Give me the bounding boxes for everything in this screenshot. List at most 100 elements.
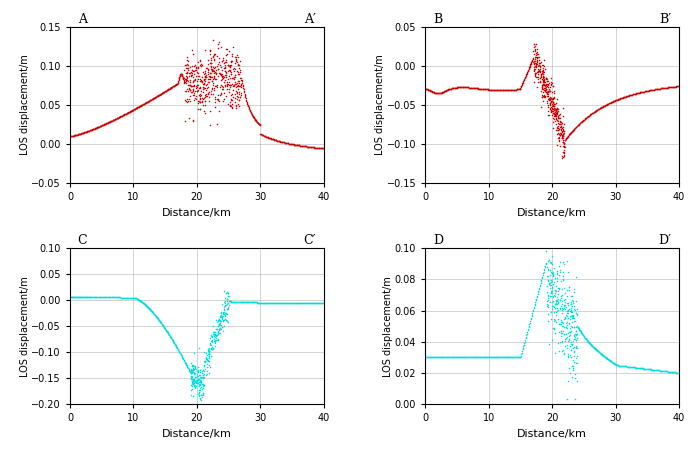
- Point: [112, 294, 123, 301]
- Point: [145, 96, 156, 104]
- Point: [470, 84, 482, 92]
- Point: [203, 353, 214, 360]
- Point: [531, 84, 542, 91]
- Point: [284, 299, 295, 306]
- Point: [566, 353, 577, 360]
- Point: [566, 319, 578, 326]
- Point: [667, 369, 678, 376]
- Point: [223, 292, 234, 300]
- Point: [194, 373, 205, 380]
- Point: [452, 83, 463, 90]
- Point: [205, 352, 216, 360]
- Point: [669, 369, 680, 376]
- Point: [500, 354, 512, 361]
- Point: [209, 87, 220, 94]
- Point: [550, 287, 561, 294]
- Point: [185, 369, 196, 376]
- Point: [285, 140, 296, 148]
- Point: [143, 304, 154, 311]
- Point: [161, 327, 172, 334]
- Point: [427, 88, 438, 95]
- Point: [234, 298, 246, 306]
- Point: [541, 80, 552, 88]
- Point: [563, 314, 574, 321]
- Point: [229, 82, 240, 89]
- Point: [264, 134, 275, 142]
- Point: [554, 118, 566, 125]
- Point: [570, 395, 581, 403]
- Point: [508, 354, 519, 361]
- Point: [561, 311, 572, 318]
- Point: [553, 347, 564, 355]
- Point: [218, 89, 230, 96]
- Point: [72, 131, 83, 138]
- Point: [541, 88, 552, 95]
- Point: [550, 275, 561, 282]
- Point: [426, 87, 437, 94]
- Point: [202, 60, 214, 67]
- Point: [94, 294, 105, 301]
- Point: [542, 297, 554, 304]
- Point: [548, 110, 559, 117]
- Point: [596, 104, 607, 111]
- Point: [587, 343, 598, 350]
- Point: [528, 67, 539, 74]
- Point: [154, 91, 165, 98]
- Point: [206, 67, 218, 74]
- Point: [468, 84, 479, 92]
- Point: [255, 130, 266, 138]
- Point: [82, 293, 93, 301]
- Point: [174, 350, 186, 357]
- Point: [268, 299, 279, 306]
- Point: [429, 89, 440, 96]
- Point: [239, 90, 250, 97]
- Point: [567, 300, 578, 307]
- Point: [284, 140, 295, 148]
- Point: [553, 299, 564, 306]
- Point: [310, 144, 321, 151]
- Point: [442, 86, 454, 93]
- Point: [199, 67, 211, 74]
- Point: [65, 293, 76, 301]
- Point: [197, 380, 208, 387]
- Point: [545, 79, 557, 86]
- Point: [556, 135, 568, 142]
- Point: [525, 60, 536, 67]
- Point: [668, 83, 680, 90]
- Point: [301, 143, 312, 150]
- Point: [621, 93, 632, 100]
- Point: [234, 58, 245, 65]
- Point: [536, 276, 547, 283]
- Point: [198, 108, 209, 115]
- Point: [306, 299, 317, 306]
- Point: [550, 230, 561, 237]
- Point: [612, 96, 623, 104]
- Point: [317, 299, 328, 306]
- Point: [272, 299, 283, 306]
- Point: [152, 92, 163, 99]
- Point: [647, 86, 658, 94]
- Text: B: B: [433, 13, 442, 26]
- Point: [199, 73, 211, 80]
- Point: [134, 103, 145, 110]
- Point: [186, 62, 197, 69]
- Point: [175, 70, 186, 78]
- Point: [618, 362, 629, 370]
- Point: [307, 144, 318, 151]
- Point: [136, 299, 148, 306]
- Point: [536, 91, 547, 99]
- Point: [529, 73, 540, 80]
- Point: [187, 68, 198, 75]
- Point: [629, 364, 641, 371]
- Point: [562, 309, 573, 316]
- Point: [88, 125, 99, 133]
- Point: [282, 299, 293, 306]
- Point: [661, 84, 672, 91]
- Point: [545, 83, 556, 90]
- Point: [558, 104, 569, 111]
- Point: [451, 354, 462, 361]
- Point: [125, 108, 136, 115]
- Point: [544, 87, 555, 94]
- Point: [217, 314, 228, 321]
- Point: [552, 268, 563, 275]
